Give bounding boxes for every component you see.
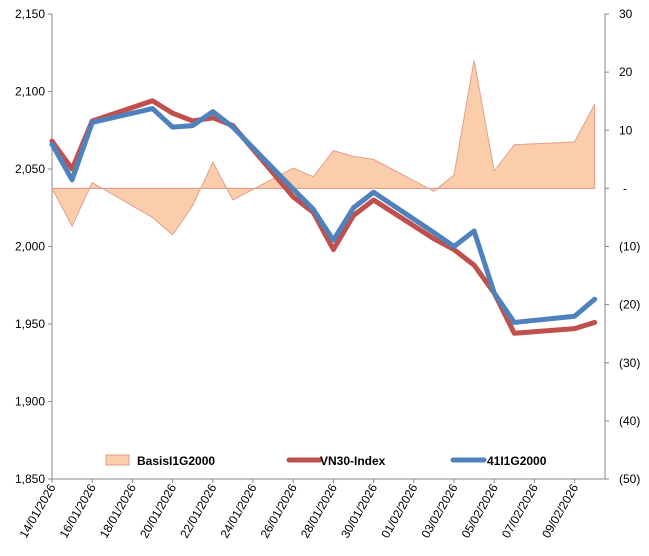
right-tick-label: 10	[619, 123, 633, 137]
series-layer	[49, 60, 598, 336]
left-axis-ticks: 1,850 1,900 1,950 2,000 2,050 2,100 2,150	[15, 7, 52, 486]
legend-label-vn30: VN30-Index	[320, 454, 386, 468]
left-tick-label: 2,100	[15, 85, 45, 99]
right-tick-label: (30)	[619, 356, 640, 370]
right-tick-label: (40)	[619, 414, 640, 428]
legend-swatch-basis	[105, 454, 130, 466]
right-tick-label: 30	[619, 7, 633, 21]
legend-label-41i1g2000: 41I1G2000	[487, 454, 547, 468]
left-tick-label: 2,150	[15, 7, 45, 21]
legend-item-vn30: VN30-Index	[286, 454, 386, 468]
left-tick-label: 2,000	[15, 240, 45, 254]
series-area-basis	[51, 60, 596, 236]
legend: BasisI1G2000 VN30-Index 41I1G2000	[105, 454, 547, 468]
series-line-41i1g2000	[49, 106, 598, 325]
right-tick-label: (50)	[619, 472, 640, 486]
right-tick-label: 20	[619, 65, 633, 79]
legend-item-basis: BasisI1G2000	[105, 454, 215, 468]
right-tick-label: (20)	[619, 298, 640, 312]
left-tick-label: 1,850	[15, 472, 45, 486]
right-axis-ticks: (50) (40) (30) (20) (10) - 10 20 30	[605, 7, 640, 486]
left-tick-label: 1,900	[15, 395, 45, 409]
right-tick-label: (10)	[619, 240, 640, 254]
legend-label-basis: BasisI1G2000	[137, 454, 215, 468]
right-tick-label: -	[623, 181, 627, 195]
left-tick-label: 2,050	[15, 162, 45, 176]
left-tick-label: 1,950	[15, 317, 45, 331]
legend-item-41i1g2000: 41I1G2000	[450, 454, 547, 468]
